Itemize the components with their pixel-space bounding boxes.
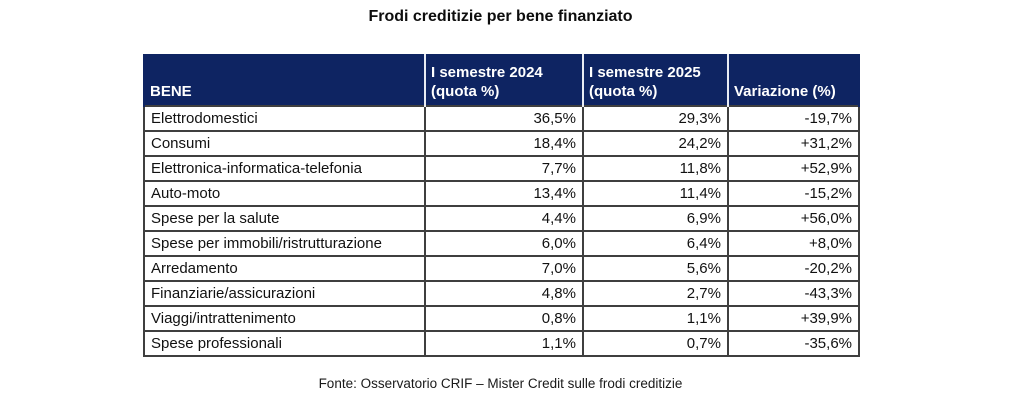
- cell-quota-2024: 13,4%: [424, 180, 584, 207]
- source-note: Fonte: Osservatorio CRIF – Mister Credit…: [318, 376, 683, 391]
- cell-quota-2025: 6,4%: [582, 230, 729, 257]
- cell-quota-2025: 11,8%: [582, 155, 729, 182]
- cell-quota-2025: 5,6%: [582, 255, 729, 282]
- col-header-sem-2025: I semestre 2025 (quota %): [582, 54, 729, 106]
- table-body: Elettrodomestici 36,5% 29,3% -19,7% Cons…: [143, 105, 860, 357]
- cell-quota-2025: 6,9%: [582, 205, 729, 232]
- cell-bene: Arredamento: [143, 255, 426, 282]
- table-row: Finanziarie/assicurazioni 4,8% 2,7% -43,…: [143, 280, 860, 307]
- cell-variazione: +56,0%: [727, 205, 860, 232]
- cell-quota-2025: 0,7%: [582, 330, 729, 357]
- header-row: BENE I semestre 2024 (quota %) I semestr…: [143, 54, 860, 106]
- table-row: Spese per immobili/ristrutturazione 6,0%…: [143, 230, 860, 257]
- cell-quota-2025: 1,1%: [582, 305, 729, 332]
- cell-quota-2025: 2,7%: [582, 280, 729, 307]
- table-row: Viaggi/intrattenimento 0,8% 1,1% +39,9%: [143, 305, 860, 332]
- table-row: Elettrodomestici 36,5% 29,3% -19,7%: [143, 105, 860, 132]
- cell-bene: Consumi: [143, 130, 426, 157]
- header-line: Variazione (%): [734, 82, 836, 100]
- cell-bene: Finanziarie/assicurazioni: [143, 280, 426, 307]
- cell-quota-2024: 7,7%: [424, 155, 584, 182]
- header-line: (quota %): [589, 82, 658, 100]
- table-row: Spese professionali 1,1% 0,7% -35,6%: [143, 330, 860, 357]
- cell-quota-2025: 24,2%: [582, 130, 729, 157]
- header-line: (quota %): [431, 82, 500, 100]
- cell-quota-2025: 29,3%: [582, 105, 729, 132]
- cell-variazione: -35,6%: [727, 330, 860, 357]
- col-header-bene: BENE: [143, 54, 426, 106]
- cell-quota-2024: 0,8%: [424, 305, 584, 332]
- col-header-variazione: Variazione (%): [727, 54, 860, 106]
- cell-variazione: +31,2%: [727, 130, 860, 157]
- cell-bene: Auto-moto: [143, 180, 426, 207]
- cell-bene: Viaggi/intrattenimento: [143, 305, 426, 332]
- cell-variazione: +39,9%: [727, 305, 860, 332]
- cell-quota-2024: 36,5%: [424, 105, 584, 132]
- cell-bene: Spese professionali: [143, 330, 426, 357]
- page-title: Frodi creditizie per bene finanziato: [368, 8, 633, 25]
- cell-quota-2024: 7,0%: [424, 255, 584, 282]
- header-line: BENE: [150, 82, 192, 100]
- cell-bene: Elettrodomestici: [143, 105, 426, 132]
- frodi-creditizie-table: BENE I semestre 2024 (quota %) I semestr…: [143, 54, 860, 357]
- cell-quota-2024: 4,8%: [424, 280, 584, 307]
- table-row: Auto-moto 13,4% 11,4% -15,2%: [143, 180, 860, 207]
- table-header: BENE I semestre 2024 (quota %) I semestr…: [143, 54, 860, 106]
- cell-variazione: -19,7%: [727, 105, 860, 132]
- table-row: Consumi 18,4% 24,2% +31,2%: [143, 130, 860, 157]
- header-line: I semestre 2024: [431, 63, 543, 81]
- cell-quota-2024: 4,4%: [424, 205, 584, 232]
- table-row: Arredamento 7,0% 5,6% -20,2%: [143, 255, 860, 282]
- cell-quota-2024: 18,4%: [424, 130, 584, 157]
- cell-variazione: -20,2%: [727, 255, 860, 282]
- cell-quota-2025: 11,4%: [582, 180, 729, 207]
- header-line: I semestre 2025: [589, 63, 701, 81]
- cell-variazione: +52,9%: [727, 155, 860, 182]
- cell-variazione: -43,3%: [727, 280, 860, 307]
- cell-quota-2024: 6,0%: [424, 230, 584, 257]
- cell-variazione: -15,2%: [727, 180, 860, 207]
- table-row: Elettronica-informatica-telefonia 7,7% 1…: [143, 155, 860, 182]
- cell-variazione: +8,0%: [727, 230, 860, 257]
- cell-quota-2024: 1,1%: [424, 330, 584, 357]
- cell-bene: Spese per la salute: [143, 205, 426, 232]
- cell-bene: Elettronica-informatica-telefonia: [143, 155, 426, 182]
- table-row: Spese per la salute 4,4% 6,9% +56,0%: [143, 205, 860, 232]
- col-header-sem-2024: I semestre 2024 (quota %): [424, 54, 584, 106]
- cell-bene: Spese per immobili/ristrutturazione: [143, 230, 426, 257]
